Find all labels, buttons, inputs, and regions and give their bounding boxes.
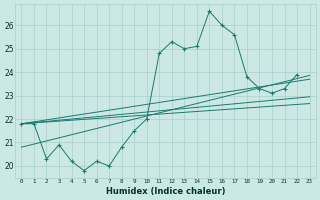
X-axis label: Humidex (Indice chaleur): Humidex (Indice chaleur) <box>106 187 225 196</box>
